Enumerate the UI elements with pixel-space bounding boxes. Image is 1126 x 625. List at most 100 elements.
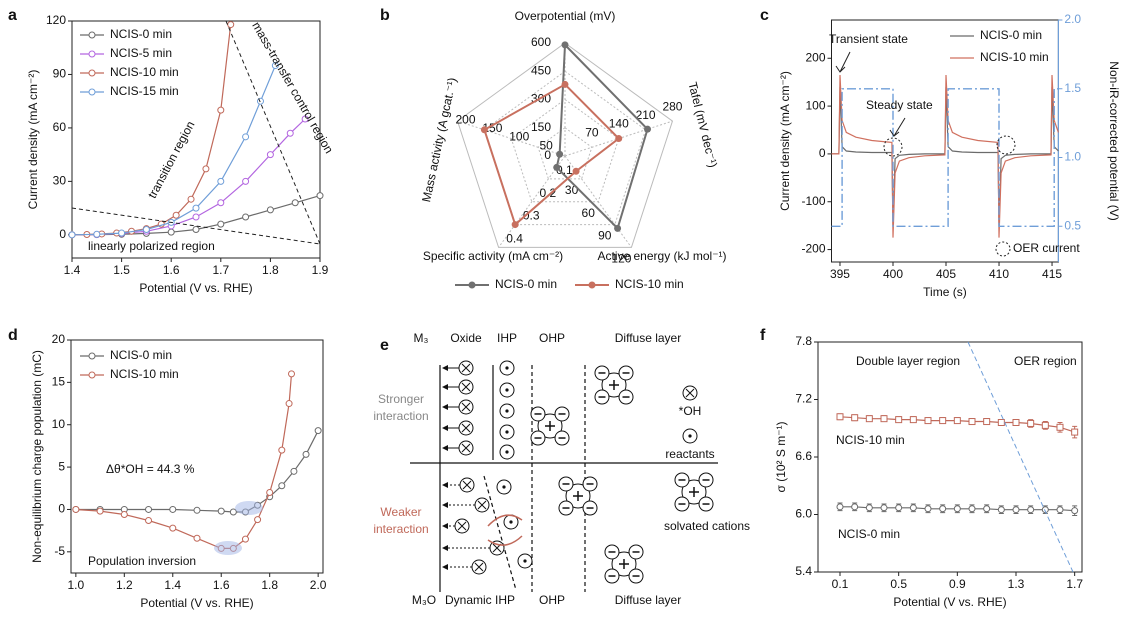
oh-cross [457,521,467,531]
y-axis-label: Current density (mA cm⁻²) [26,70,40,210]
x-tick-label: 2.0 [310,578,327,592]
plot-frame [71,20,321,259]
marker [192,225,200,233]
x-tick-label: 1.7 [212,263,229,277]
radar-series [555,42,649,231]
radar-spoke [457,120,566,157]
marker [193,506,201,514]
radar-point [561,80,569,88]
radar-tick-label: 600 [531,35,551,49]
y-tick-label: 6.0 [795,507,812,521]
annotation: NCIS-10 min [836,433,905,447]
radar-tick-label: 0.4 [506,232,523,246]
marker [68,231,76,239]
y-tick-label: 100 [805,98,825,112]
x-tick-label: 415 [1042,267,1062,281]
radar-axis-label: Overpotential (mV) [515,9,616,23]
radar-grid [510,98,620,203]
reactant-dot [505,409,509,413]
radar-point [561,41,569,49]
diagram-label: *OH [679,404,702,418]
y-tick-label: 5.4 [795,564,812,578]
marker [836,413,844,421]
panel-label: f [760,327,766,344]
oh-cross [461,363,471,373]
reactant-dot [505,450,509,454]
marker [968,505,976,513]
x-tick-label: 1.9 [312,263,329,277]
arrow-head [442,545,448,551]
radar-tick-label: 0.2 [539,186,556,200]
x-tick-label: 1.6 [213,578,230,592]
marker [169,505,177,513]
marker [1056,506,1064,514]
x-tick-label: 1.6 [163,263,180,277]
radar-tick-label: 50 [539,138,553,152]
marker [145,505,153,513]
marker [266,206,274,214]
radar-spoke [564,155,632,248]
marker [242,213,250,221]
legend-marker [468,281,476,289]
marker [266,151,274,159]
marker [88,31,96,39]
diagram-label: Diffuse layer [615,331,681,345]
marker [880,415,888,423]
marker [242,133,250,141]
highlight [883,137,903,157]
oh-cross [461,443,471,453]
marker [278,482,286,490]
marker [254,516,262,524]
annotation: Population inversion [88,554,196,568]
marker [88,50,96,58]
reactant-dot [523,559,527,563]
y-axis-label: Current density (mA cm⁻²) [778,71,792,211]
marker [1071,507,1079,515]
annotation: NCIS-0 min [838,527,900,541]
x-tick-label: 400 [883,267,903,281]
radar-tick-label: 60 [582,206,596,220]
radar-series [483,83,621,227]
marker [983,505,991,513]
marker [93,230,101,238]
cation-plus [545,421,555,431]
y-tick-label: -5 [54,544,65,558]
guide [889,117,906,137]
legend-label: NCIS-15 min [110,84,179,98]
y2-tick-label: 2.0 [1064,12,1081,26]
y-tick-label: 0 [819,146,826,160]
reactant-dot [505,430,509,434]
marker [1012,419,1020,426]
marker [192,204,200,212]
x-tick-label: 1.8 [262,263,279,277]
arrow-head [442,482,448,488]
marker [96,507,104,515]
marker [1012,506,1020,514]
radar-tick-label: 150 [531,120,551,134]
panel-label: e [380,337,389,354]
highlight [235,501,263,515]
arrow-head [442,564,448,570]
marker [1041,506,1049,514]
y-tick-label: 10 [52,417,66,431]
diagram-label: M₃ [414,331,429,345]
annotation: OER current [1013,241,1080,255]
radar-point [615,135,623,143]
marker [202,165,210,173]
marker [192,213,200,221]
marker [286,129,294,137]
arrow-head [442,502,448,508]
x-tick-label: 0.1 [832,577,849,591]
highlight [996,135,1016,155]
x-tick-label: 395 [830,267,850,281]
arrow-head [442,384,448,390]
marker [301,115,309,123]
arrow-head [442,365,448,371]
series-line [831,74,1059,238]
annotation: OER region [1014,354,1077,368]
radar-tick-label: 0.1 [556,163,573,177]
y-tick-label: 7.2 [795,392,812,406]
marker [836,503,844,511]
oh-cross [461,402,471,412]
marker [851,414,859,422]
